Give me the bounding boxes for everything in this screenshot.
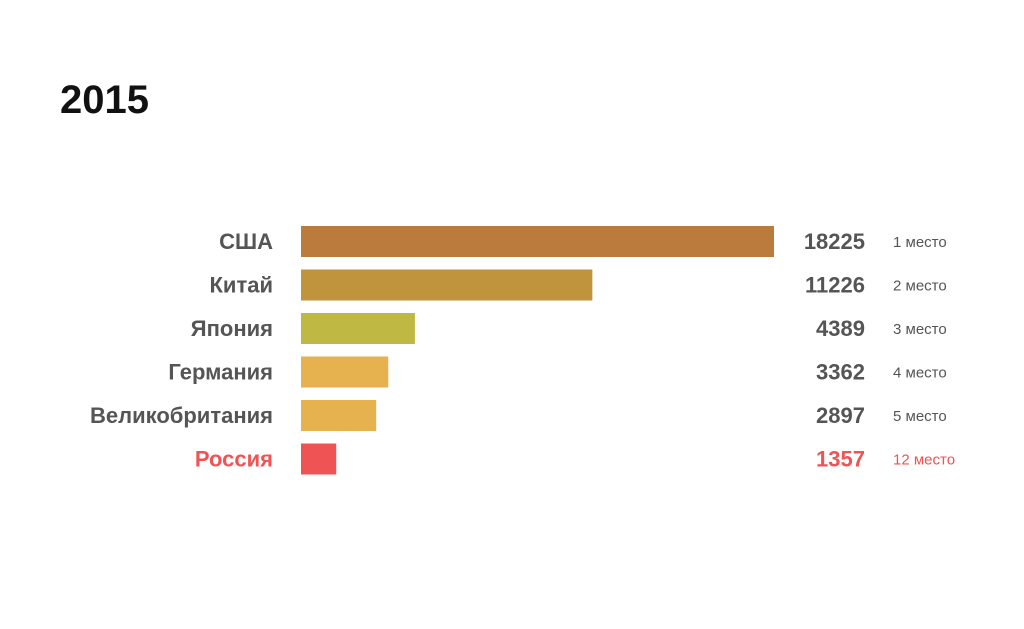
bar-row-5 — [301, 443, 337, 475]
rank-label: 12 место — [893, 452, 955, 469]
category-label: США — [219, 229, 273, 254]
value-label: 4389 — [816, 316, 865, 341]
rank-label: 3 место — [893, 321, 947, 338]
bar-row-2 — [301, 313, 415, 344]
value-label: 1357 — [816, 447, 865, 472]
value-label: 2897 — [816, 403, 865, 428]
bars-group: США 18225 1 место Китай 11226 2 место Япония 43… — [90, 226, 955, 475]
rank-label: 4 место — [893, 365, 947, 382]
value-label: 3362 — [816, 360, 865, 385]
bar-row-4 — [301, 400, 377, 431]
bar-row-1 — [301, 269, 593, 301]
chart-title: 2015 — [60, 78, 149, 122]
category-label: Япония — [191, 316, 273, 341]
rank-label: 5 место — [893, 408, 947, 425]
category-label: Великобритания — [90, 403, 273, 428]
category-label: Германия — [168, 360, 273, 385]
rank-label: 1 место — [893, 234, 947, 251]
bar-row-3 — [301, 356, 389, 388]
bar-row-0 — [301, 226, 774, 257]
value-label: 11226 — [805, 273, 865, 298]
category-label: Китай — [210, 273, 274, 298]
rank-label: 2 место — [893, 278, 947, 295]
category-label: Россия — [195, 447, 273, 472]
value-label: 18225 — [804, 229, 865, 254]
